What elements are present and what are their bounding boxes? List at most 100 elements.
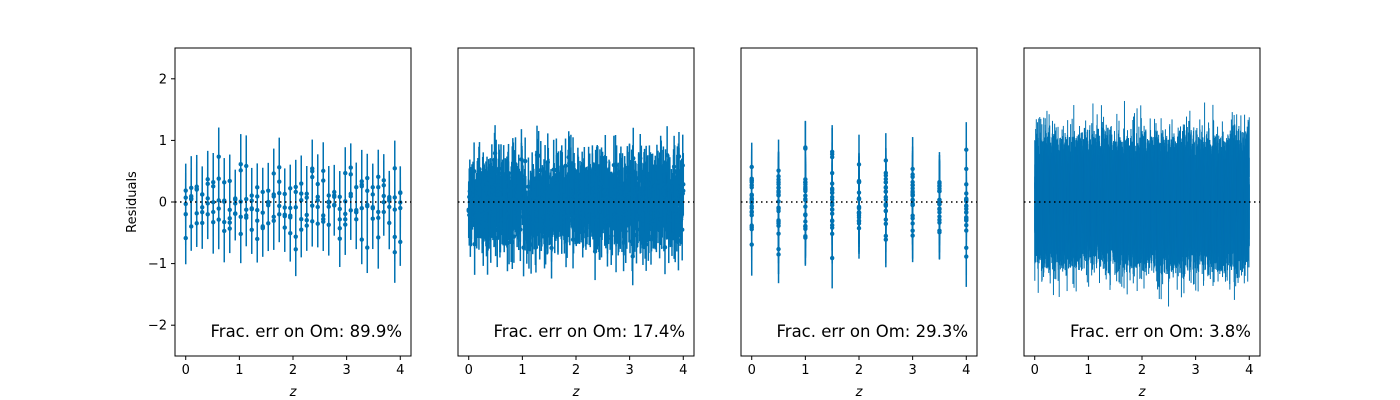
x-tick-label: 2 [572, 363, 580, 378]
data-point [964, 228, 969, 233]
y-tick-label: −2 [148, 319, 167, 334]
panel-2: 0 1 2 3 4 z Frac. err on Om: 17.4% [457, 47, 695, 400]
data-point [536, 153, 541, 158]
data-point [387, 196, 392, 201]
x-tick-label: 0 [748, 363, 756, 378]
data-point [321, 219, 326, 224]
frac-err-annotation: Frac. err on Om: 29.3% [777, 322, 969, 341]
data-point [288, 230, 293, 236]
data-point [299, 191, 304, 196]
data-point [776, 205, 781, 210]
x-tick-label: 4 [396, 363, 404, 378]
panel-3: 0 1 2 3 4 z Frac. err on Om: 29.3% [740, 47, 978, 400]
errorbar-series [183, 127, 403, 283]
data-point [282, 214, 287, 219]
panel-1: 0 1 2 3 4 −2 −1 0 1 2 z Residuals Frac. err on Om: 8… [125, 47, 412, 400]
data-point [222, 228, 227, 234]
data-point [227, 178, 232, 184]
data-point [266, 201, 271, 206]
data-point [359, 237, 364, 242]
x-tick-label: 2 [289, 363, 297, 378]
data-point [194, 221, 199, 226]
data-point [277, 165, 282, 170]
data-point [183, 201, 188, 207]
data-point [304, 195, 309, 200]
x-tick-label: 4 [962, 363, 970, 378]
data-point [477, 166, 482, 172]
data-point [376, 235, 381, 240]
errorbar-series [466, 125, 686, 286]
data-point [293, 234, 298, 239]
errorbar-series [749, 120, 969, 289]
data-point [776, 168, 781, 173]
data-point [803, 145, 808, 150]
data-point [359, 184, 364, 189]
data-point [194, 186, 199, 192]
data-point [829, 231, 835, 237]
data-point [216, 154, 221, 159]
x-axis-label: z [855, 385, 864, 400]
data-point [238, 168, 243, 173]
frac-err-annotation: Frac. err on Om: 17.4% [494, 322, 686, 341]
data-point [271, 192, 276, 197]
data-point [392, 234, 397, 240]
data-point [183, 235, 188, 241]
data-point [244, 207, 249, 212]
data-point [216, 206, 221, 211]
data-point [211, 219, 216, 225]
data-point [189, 185, 194, 191]
data-point [856, 215, 862, 220]
data-point [343, 170, 348, 176]
data-point [255, 236, 260, 242]
data-point [315, 204, 320, 210]
data-point [381, 209, 386, 215]
data-point [189, 224, 194, 229]
data-point [310, 169, 315, 174]
data-point [631, 156, 636, 161]
data-point [370, 192, 375, 197]
data-point [964, 254, 969, 259]
x-tick-label: 1 [518, 363, 526, 378]
data-point [365, 175, 370, 181]
data-point [662, 245, 668, 250]
y-tick-label: 0 [159, 196, 167, 211]
x-tick-label: 3 [625, 363, 633, 378]
x-tick-label: 3 [908, 363, 916, 378]
data-point [310, 203, 315, 208]
y-tick-label: −1 [148, 257, 167, 272]
x-tick-label: 4 [679, 363, 687, 378]
data-point [381, 183, 386, 188]
data-point [260, 224, 265, 229]
data-point [332, 193, 337, 198]
x-axis-label: z [572, 385, 581, 400]
data-point [326, 200, 331, 205]
data-point [233, 211, 238, 216]
data-point [337, 194, 342, 200]
data-point [238, 231, 243, 237]
frac-err-annotation: Frac. err on Om: 89.9% [211, 322, 403, 341]
x-tick-label: 2 [855, 363, 863, 378]
data-point [200, 209, 205, 215]
data-point [681, 182, 686, 187]
data-point [776, 252, 781, 257]
errorbar-series [1034, 100, 1250, 307]
data-point [304, 223, 309, 228]
data-point [376, 174, 381, 180]
data-point [398, 239, 403, 245]
data-point [255, 185, 260, 190]
data-point [511, 234, 517, 239]
x-tick-label: 1 [801, 363, 809, 378]
data-point [749, 210, 754, 215]
y-axis-label: Residuals [125, 171, 140, 233]
data-point [321, 178, 326, 183]
data-point [365, 245, 370, 250]
x-tick-label: 1 [235, 363, 243, 378]
x-tick-label: 0 [465, 363, 473, 378]
data-point [643, 242, 649, 247]
data-point [803, 196, 808, 202]
data-point [244, 163, 249, 169]
data-point [293, 189, 298, 195]
data-point [522, 158, 528, 164]
data-point [205, 181, 210, 187]
